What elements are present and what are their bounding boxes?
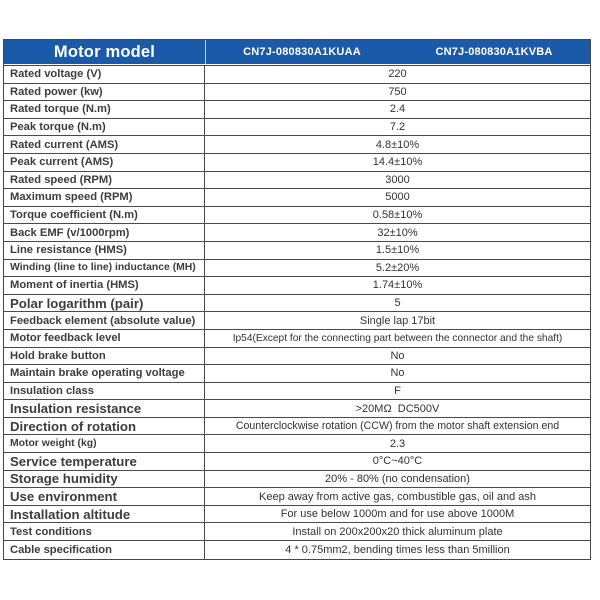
spec-row-value: 0°C~40°C [372, 455, 423, 468]
spec-row: Peak current (AMS) 14.4±10% [4, 153, 590, 172]
spec-row: Motor weight (kg) 2.3 [4, 435, 590, 454]
spec-row-label: Peak torque (N.m) [4, 118, 205, 136]
spec-row: Rated current (AMS) 4.8±10% [4, 136, 590, 154]
spec-row: Hold brake button No [4, 347, 590, 366]
spec-row: Rated torque (N.m) 2.4 [4, 101, 590, 119]
spec-rows: Rated voltage (V) 220 Rated power (kw) 7… [4, 65, 590, 559]
header-model-1: CN7J-080830A1KUAA [243, 46, 361, 58]
spec-row-value: For use below 1000m and for use above 10… [280, 508, 515, 521]
spec-row-value: 4.8±10% [375, 138, 420, 151]
spec-row: Maximum speed (RPM) 5000 [4, 189, 590, 207]
spec-row: Maintain brake operating voltage No [4, 365, 590, 383]
spec-row: Direction of rotation Counterclockwise r… [4, 417, 590, 436]
spec-row-value: Ip54(Except for the connecting part betw… [232, 332, 563, 344]
spec-row-label: Test conditions [4, 523, 205, 541]
spec-row-label: Maintain brake operating voltage [4, 365, 205, 382]
spec-row-label: Polar logarithm (pair) [4, 294, 205, 312]
header-model-2: CN7J-080830A1KVBA [435, 46, 553, 58]
spec-row-value: 5 [394, 297, 401, 310]
spec-row: Storage humidity 20% - 80% (no condensat… [4, 470, 590, 489]
spec-row: Service temperature 0°C~40°C [4, 453, 590, 471]
spec-row: Feedback element (absolute value) Single… [4, 312, 590, 330]
spec-row-label: Installation altitude [4, 505, 205, 523]
spec-row: Back EMF (v/1000rpm) 32±10% [4, 224, 590, 242]
spec-row-value: 7.2 [389, 121, 406, 134]
spec-row-value: Single lap 17bit [359, 314, 436, 327]
spec-row-value: 2.3 [389, 437, 406, 450]
spec-row-label: Rated torque (N.m) [4, 101, 205, 118]
spec-row-value: 0.58±10% [372, 209, 423, 222]
spec-row-label: Insulation resistance [4, 400, 205, 417]
spec-row-label: Back EMF (v/1000rpm) [4, 224, 205, 241]
spec-row-label: Torque coefficient (N.m) [4, 206, 205, 224]
header-model-columns: CN7J-080830A1KUAA CN7J-080830A1KVBA [206, 40, 590, 64]
spec-row-label: Peak current (AMS) [4, 153, 205, 171]
spec-row-value: 1.74±10% [372, 279, 423, 292]
spec-row-label: Rated current (AMS) [4, 136, 205, 153]
spec-row-label: Motor feedback level [4, 329, 205, 347]
spec-row: Rated power (kw) 750 [4, 83, 590, 102]
spec-row: Line resistance (HMS) 1.5±10% [4, 241, 590, 260]
spec-row: Rated voltage (V) 220 [4, 66, 590, 84]
spec-row: Cable specification 4 * 0.75mm2, bending… [4, 541, 590, 559]
spec-row-value: Counterclockwise rotation (CCW) from the… [235, 420, 560, 433]
spec-row-label: Winding (line to line) inductance (MH) [4, 259, 205, 277]
spec-row-value: No [390, 367, 405, 380]
spec-row: Test conditions Install on 200x200x20 th… [4, 523, 590, 542]
spec-row-value: 14.4±10% [372, 156, 423, 169]
spec-row-value: 32±10% [377, 226, 418, 239]
spec-row-label: Moment of inertia (HMS) [4, 277, 205, 294]
spec-row: Winding (line to line) inductance (MH) 5… [4, 259, 590, 278]
spec-row-value: Install on 200x200x20 thick aluminum pla… [292, 525, 503, 538]
spec-row-value: No [390, 349, 405, 362]
spec-row: Peak torque (N.m) 7.2 [4, 118, 590, 137]
spec-row: Motor feedback level Ip54(Except for the… [4, 329, 590, 348]
spec-row-value: Keep away from active gas, combustible g… [259, 490, 536, 503]
spec-row-value: 5000 [385, 191, 410, 204]
spec-row-value: 3000 [385, 173, 410, 186]
spec-row-label: Hold brake button [4, 347, 205, 365]
spec-row-label: Service temperature [4, 453, 205, 470]
motor-spec-table: Motor model CN7J-080830A1KUAA CN7J-08083… [3, 39, 591, 560]
spec-row: Use environment Keep away from active ga… [4, 488, 590, 506]
spec-row: Installation altitude For use below 1000… [4, 505, 590, 524]
spec-row-label: Cable specification [4, 541, 205, 559]
spec-row-value: >20MΩ DC500V [355, 402, 440, 415]
spec-row-value: 220 [388, 68, 407, 81]
spec-row-label: Motor weight (kg) [4, 435, 205, 453]
spec-row-label: Use environment [4, 488, 205, 505]
spec-row-value: 4 * 0.75mm2, bending times less than 5mi… [285, 543, 510, 556]
spec-row-label: Rated voltage (V) [4, 66, 205, 83]
spec-row-value: F [394, 384, 401, 397]
spec-row-value: 750 [388, 85, 407, 98]
spec-row-label: Rated power (kw) [4, 83, 205, 101]
spec-row: Polar logarithm (pair) 5 [4, 294, 590, 313]
spec-row-value: 20% - 80% (no condensation) [325, 472, 470, 485]
spec-row-value: 1.5±10% [375, 244, 420, 257]
spec-row-value: 2.4 [389, 103, 406, 116]
spec-row-label: Feedback element (absolute value) [4, 312, 205, 329]
table-header-row: Motor model CN7J-080830A1KUAA CN7J-08083… [4, 40, 590, 65]
header-motor-model-label: Motor model [4, 40, 206, 64]
spec-row: Moment of inertia (HMS) 1.74±10% [4, 277, 590, 295]
spec-row-label: Direction of rotation [4, 417, 205, 435]
spec-row-label: Line resistance (HMS) [4, 241, 205, 259]
spec-row: Insulation resistance >20MΩ DC500V [4, 400, 590, 418]
spec-row-label: Maximum speed (RPM) [4, 189, 205, 206]
spec-row-value: 5.2±20% [375, 261, 420, 274]
spec-row-label: Insulation class [4, 382, 205, 400]
spec-row-label: Rated speed (RPM) [4, 171, 205, 189]
spec-row-label: Storage humidity [4, 470, 205, 488]
spec-row: Torque coefficient (N.m) 0.58±10% [4, 206, 590, 225]
spec-row: Insulation class F [4, 382, 590, 401]
spec-row: Rated speed (RPM) 3000 [4, 171, 590, 190]
